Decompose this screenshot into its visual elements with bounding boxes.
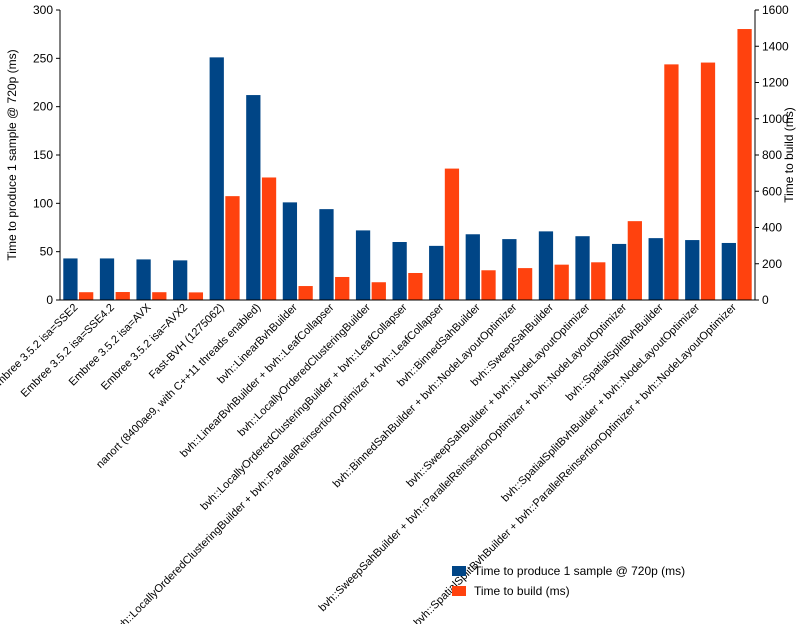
left-axis-title: Time to produce 1 sample @ 720p (ms)	[5, 49, 19, 260]
bar-build-time	[591, 262, 605, 300]
left-axis-tick-label: 300	[33, 3, 53, 17]
bar-build-time	[408, 273, 422, 300]
bar-sample-time	[685, 240, 699, 300]
bar-chart: 0501001502002503000200400600800100012001…	[0, 0, 801, 624]
bar-build-time	[701, 63, 715, 300]
bar-sample-time	[173, 260, 187, 300]
right-axis-tick-label: 600	[762, 184, 782, 198]
left-axis-tick-label: 100	[33, 196, 53, 210]
bar-build-time	[481, 270, 495, 300]
right-axis-tick-label: 400	[762, 221, 782, 235]
bar-build-time	[445, 169, 459, 300]
right-axis-title: Time to build (ms)	[782, 107, 796, 203]
bar-sample-time	[502, 239, 516, 300]
left-axis-tick-label: 250	[33, 51, 53, 65]
bar-build-time	[152, 292, 166, 300]
right-axis-tick-label: 1400	[762, 39, 789, 53]
left-axis-tick-label: 200	[33, 100, 53, 114]
right-axis-tick-label: 800	[762, 148, 782, 162]
bar-sample-time	[649, 238, 663, 300]
category-label: bvh::LocallyOrderedClusteringBuilder	[236, 301, 374, 439]
bar-build-time	[372, 282, 386, 300]
bar-sample-time	[246, 95, 260, 300]
bar-sample-time	[539, 231, 553, 300]
bar-build-time	[555, 265, 569, 300]
bar-build-time	[79, 292, 93, 300]
bar-sample-time	[319, 209, 333, 300]
bar-build-time	[298, 286, 312, 300]
bar-sample-time	[575, 236, 589, 300]
left-axis-tick-label: 0	[46, 293, 53, 307]
legend-swatch	[452, 586, 466, 596]
bar-sample-time	[393, 242, 407, 300]
bar-build-time	[262, 177, 276, 300]
bar-sample-time	[63, 258, 77, 300]
bar-sample-time	[210, 57, 224, 300]
bar-sample-time	[100, 258, 114, 300]
bar-build-time	[225, 196, 239, 300]
bar-sample-time	[466, 234, 480, 300]
bar-sample-time	[429, 246, 443, 300]
bar-sample-time	[612, 244, 626, 300]
left-axis-tick-label: 50	[40, 245, 54, 259]
right-axis-tick-label: 1600	[762, 3, 789, 17]
bar-build-time	[335, 277, 349, 300]
left-axis-tick-label: 150	[33, 148, 53, 162]
right-axis-tick-label: 0	[762, 293, 769, 307]
bar-build-time	[189, 292, 203, 300]
bar-build-time	[116, 292, 130, 300]
bar-sample-time	[722, 243, 736, 300]
bar-sample-time	[136, 259, 150, 300]
bar-sample-time	[356, 230, 370, 300]
legend-swatch	[452, 566, 466, 576]
bar-sample-time	[283, 202, 297, 300]
chart-container: 0501001502002503000200400600800100012001…	[0, 0, 801, 624]
right-axis-tick-label: 1200	[762, 76, 789, 90]
bar-build-time	[518, 268, 532, 300]
bar-build-time	[628, 221, 642, 300]
bar-build-time	[664, 64, 678, 300]
bar-build-time	[737, 29, 751, 300]
legend-label: Time to produce 1 sample @ 720p (ms)	[474, 564, 685, 578]
legend-label: Time to build (ms)	[474, 584, 570, 598]
right-axis-tick-label: 200	[762, 257, 782, 271]
